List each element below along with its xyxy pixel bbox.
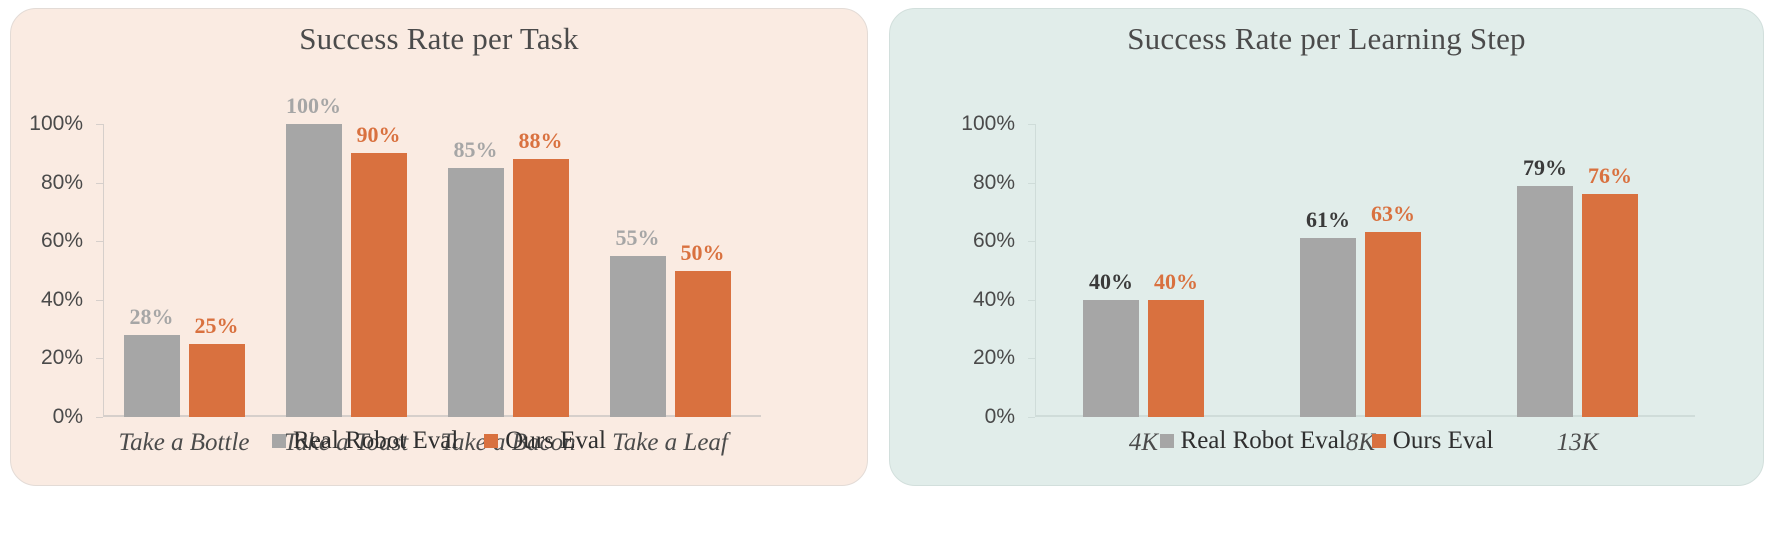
bar-fill (285, 124, 342, 417)
y-tick-40: 40% (973, 288, 1035, 311)
bar-fill (350, 153, 407, 417)
y-axis-line (103, 124, 104, 417)
y-tick-60: 60% (973, 229, 1035, 252)
bar-fill (674, 270, 731, 417)
legend-item-real-robot-eval[interactable]: Real Robot Eval (272, 427, 458, 455)
legend-item-ours-eval[interactable]: Ours Eval (484, 427, 606, 455)
legend-swatch-icon (1371, 434, 1386, 448)
bar-real-robot-eval[interactable]: 100% (285, 93, 342, 417)
legend-label: Real Robot Eval (293, 427, 459, 454)
plot-area-learning-step: 0% 20% 40% 60% 80% 100% 40% 40% 4K (961, 112, 1695, 456)
chart-panel-success-rate-per-task: Success Rate per Task 0% 20% 40% 60% 80%… (10, 8, 868, 486)
bar-fill (1083, 299, 1139, 417)
bar-fill (447, 167, 504, 417)
x-tick-label: 4K (1128, 429, 1159, 456)
bar-fill (1517, 185, 1573, 417)
x-tick-label: 13K (1556, 429, 1599, 456)
bar-fill (1300, 238, 1356, 417)
y-tick-40: 40% (41, 288, 103, 311)
bar-fill (609, 255, 666, 417)
bar-group-take-a-toast: 100% 90% Take a Toast (265, 93, 427, 456)
bar-fill (123, 334, 180, 417)
legend-item-ours-eval[interactable]: Ours Eval (1371, 427, 1494, 455)
bar-group-take-a-leaf: 55% 50% Take a Leaf (589, 124, 751, 456)
legend-task: Real Robot Eval Ours Eval (11, 427, 867, 455)
x-axis-baseline (103, 415, 761, 417)
bar-real-robot-eval[interactable]: 55% (609, 225, 666, 417)
bar-fill (1582, 194, 1638, 417)
bar-ours-eval[interactable]: 50% (674, 240, 731, 417)
bar-real-robot-eval[interactable]: 85% (447, 137, 504, 417)
legend-swatch-icon (272, 434, 287, 448)
bar-ours-eval[interactable]: 90% (350, 122, 407, 417)
bar-group-8k: 61% 63% 8K (1252, 124, 1469, 456)
legend-item-real-robot-eval[interactable]: Real Robot Eval (1159, 427, 1346, 455)
y-tick-80: 80% (41, 171, 103, 194)
legend-swatch-icon (1159, 434, 1174, 448)
bar-ours-eval[interactable]: 25% (188, 313, 245, 417)
y-tick-100: 100% (29, 112, 103, 135)
x-tick-label: Take a Leaf (612, 429, 728, 456)
bar-real-robot-eval[interactable]: 79% (1517, 155, 1573, 417)
legend-label: Ours Eval (1392, 427, 1494, 454)
bar-fill (1148, 299, 1204, 417)
chart-panel-success-rate-per-learning-step: Success Rate per Learning Step 0% 20% 40… (889, 8, 1764, 486)
plot-area-task: 0% 20% 40% 60% 80% 100% 28% 25% Tak (29, 93, 761, 456)
bar-ours-eval[interactable]: 40% (1148, 269, 1204, 417)
y-tick-0: 0% (985, 405, 1035, 428)
y-tick-20: 20% (41, 346, 103, 369)
legend-label: Ours Eval (505, 427, 606, 454)
bar-real-robot-eval[interactable]: 40% (1083, 269, 1139, 417)
y-axis-line (1035, 124, 1036, 417)
bar-ours-eval[interactable]: 63% (1365, 201, 1421, 417)
bar-real-robot-eval[interactable]: 28% (123, 304, 180, 417)
x-tick-label: Take a Toast (283, 429, 409, 456)
x-tick-label: 8K (1345, 429, 1376, 456)
bar-ours-eval[interactable]: 88% (512, 128, 569, 417)
legend-learning-step: Real Robot Eval Ours Eval (890, 427, 1763, 455)
y-tick-0: 0% (53, 405, 103, 428)
bar-group-4k: 40% 40% 4K (1035, 124, 1252, 456)
chart-title-learning-step: Success Rate per Learning Step (1127, 21, 1526, 56)
bar-real-robot-eval[interactable]: 61% (1300, 207, 1356, 417)
legend-swatch-icon (484, 434, 499, 448)
bar-group-take-a-bottle: 28% 25% Take a Bottle (103, 124, 265, 456)
legend-label: Real Robot Eval (1180, 427, 1346, 454)
bar-group-take-a-bacon: 85% 88% Take a Bacon (427, 124, 589, 456)
x-tick-label: Take a Bottle (118, 429, 250, 456)
bar-fill (1365, 232, 1421, 417)
y-tick-20: 20% (973, 346, 1035, 369)
y-tick-60: 60% (41, 229, 103, 252)
bar-fill (188, 343, 245, 417)
bar-group-13k: 79% 76% 13K (1469, 124, 1686, 456)
bar-fill (512, 159, 569, 417)
chart-title-task: Success Rate per Task (299, 21, 579, 56)
y-tick-80: 80% (973, 171, 1035, 194)
y-tick-100: 100% (961, 112, 1035, 135)
bar-ours-eval[interactable]: 76% (1582, 163, 1638, 417)
x-tick-label: Take a Bacon (440, 429, 576, 456)
